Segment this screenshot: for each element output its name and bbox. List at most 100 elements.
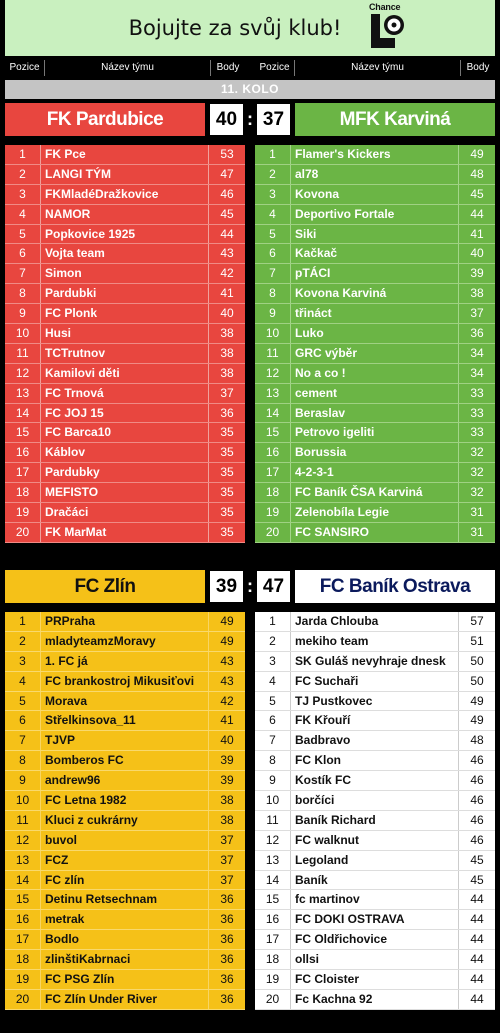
row-points: 32 [470,485,484,500]
row-team-name: FCZ [41,850,209,870]
row-position: 4 [5,204,41,224]
table-row: 15 Petrovo igeliti 33 [255,423,495,444]
table-row: 14 Beraslav 33 [255,403,495,424]
row-points: 37 [220,872,234,887]
row-points: 46 [470,812,484,827]
table-row: 10 FC Letna 1982 38 [5,791,245,811]
row-team-name: Legoland [291,850,459,870]
header-name: Název týmu [295,60,461,76]
row-points: 34 [470,365,484,380]
row-team-name: Pardubki [41,284,209,304]
row-points: 35 [220,505,234,520]
row-team-name: FC Zlín Under River [41,989,209,1009]
table-row: 14 FC zlín 37 [5,870,245,891]
row-points: 46 [470,793,484,808]
table-row: 16 Káblov 35 [5,443,245,464]
table-row: 16 metrak 36 [5,910,245,931]
table-row: 3 1. FC já 43 [5,651,245,672]
row-position: 2 [5,164,41,184]
row-points: 48 [470,733,484,748]
row-points: 44 [470,972,484,987]
table-row: 12 Kamilovi děti 38 [5,363,245,384]
table-row: 16 Borussia 32 [255,443,495,464]
row-team-name: Bomberos FC [41,751,209,771]
row-position: 2 [255,164,291,184]
row-team-name: Pardubky [41,463,209,483]
header-pts: Body [466,62,490,73]
logo-word: Chance [369,2,401,12]
row-team-name: MEFISTO [41,483,209,503]
table-row: 7 Simon 42 [5,264,245,285]
row-points: 31 [470,505,484,520]
row-points: 45 [470,852,484,867]
row-points: 36 [220,932,234,947]
chance-liga-logo-icon: Chance [365,2,409,52]
table-row: 1 PRPraha 49 [5,612,245,632]
table-row: 17 Bodlo 36 [5,930,245,951]
row-position: 8 [255,751,291,771]
row-position: 7 [255,264,291,284]
row-team-name: TJVP [41,731,209,751]
row-team-name: SK Guláš nevyhraje dnesk [291,651,459,671]
row-position: 5 [255,691,291,711]
row-points: 36 [220,912,234,927]
row-team-name: FC Cloister [291,970,459,989]
team-right-name: MFK Karviná [295,103,495,136]
row-position: 7 [5,264,41,284]
row-position: 5 [5,224,41,244]
row-team-name: borčíci [291,791,459,810]
table-row: 20 Fc Kachna 92 44 [255,989,495,1010]
row-team-name: PRPraha [41,612,209,631]
row-position: 18 [5,483,41,503]
row-position: 14 [255,403,291,423]
row-points: 44 [470,892,484,907]
row-points: 33 [470,405,484,420]
table-row: 10 Luko 36 [255,324,495,344]
row-team-name: Káblov [41,443,209,463]
row-team-name: Beraslav [291,403,459,423]
row-position: 20 [5,522,41,542]
row-position: 11 [5,810,41,830]
row-position: 6 [5,244,41,264]
row-points: 49 [470,713,484,728]
row-points: 57 [470,614,484,628]
banner-title: Bojujte za svůj klub! [128,16,342,40]
round-label: 11. KOLO [5,80,495,99]
row-team-name: FC Suchaři [291,671,459,691]
row-points: 39 [470,266,484,281]
table-row: 13 FC Trnová 37 [5,383,245,404]
row-points: 42 [220,693,234,708]
table-row: 20 FC SANSIRO 31 [255,522,495,543]
row-team-name: Kačkač [291,244,459,264]
table-row: 5 TJ Pustkovec 49 [255,691,495,712]
row-position: 19 [5,970,41,989]
row-position: 16 [5,910,41,930]
row-position: 18 [255,950,291,970]
row-position: 9 [5,771,41,791]
table-row: 1 Flamer's Kickers 49 [255,145,495,165]
table-row: 10 borčíci 46 [255,791,495,811]
row-team-name: 1. FC já [41,651,209,671]
row-position: 6 [255,711,291,731]
score-left: 39 [209,570,244,603]
table-row: 7 Badbravo 48 [255,731,495,752]
row-points: 37 [220,385,234,400]
table-row: 5 Morava 42 [5,691,245,712]
row-points: 44 [470,991,484,1006]
row-team-name: Deportivo Fortale [291,204,459,224]
row-points: 36 [470,326,484,341]
row-position: 3 [5,184,41,204]
table-row: 12 buvol 37 [5,830,245,851]
table-row: 11 TCTrutnov 38 [5,343,245,364]
row-position: 10 [5,791,41,810]
row-team-name: Petrovo igeliti [291,423,459,443]
header-name: Název týmu [45,60,211,76]
row-points: 44 [470,932,484,947]
row-position: 16 [255,910,291,930]
row-position: 17 [5,930,41,950]
row-position: 1 [5,612,41,631]
table-row: 20 FK MarMat 35 [5,522,245,543]
row-points: 50 [470,653,484,668]
row-position: 13 [255,383,291,403]
standings-table-pardubice: 1 FK Pce 53 2 LANGI TÝM 47 3 FKMladéDražkovice 4… [5,145,245,543]
